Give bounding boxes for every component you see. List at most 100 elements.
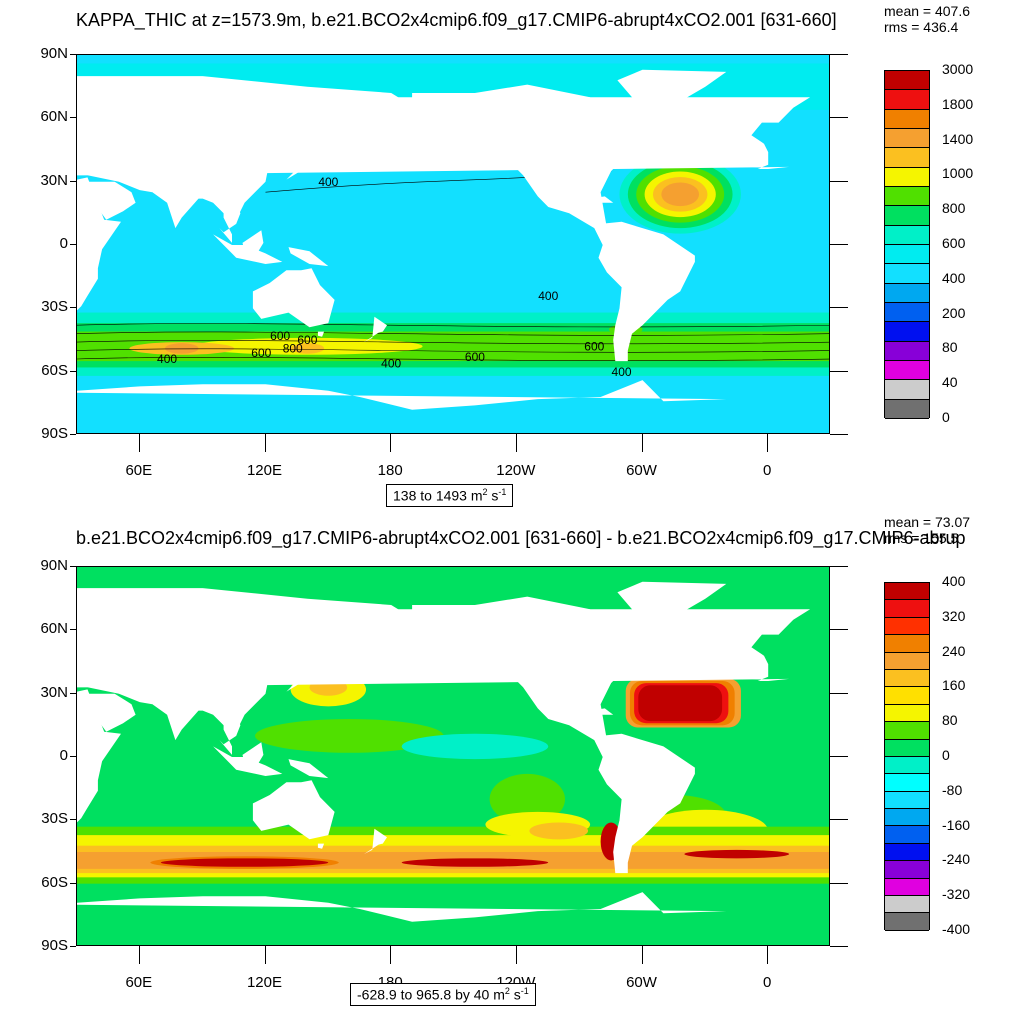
- top-colorbar-label-6: 600: [942, 235, 966, 251]
- top-lat-tick-1: [70, 54, 76, 55]
- bottom-colorbar-box-2: [885, 600, 929, 618]
- bottom-colorbar-box-17: [885, 861, 929, 879]
- land-cuba: [590, 708, 614, 715]
- land-new-guinea: [288, 759, 329, 779]
- top-lat-label-2: 60N: [40, 108, 68, 126]
- bottom-colorbar-label-11: -400: [942, 921, 971, 937]
- bottom-map: [76, 566, 830, 946]
- top-colorbar-label-11: 0: [942, 409, 950, 425]
- bottom-colorbar-box-4: [885, 635, 929, 653]
- bottom-lat-tick-6: [70, 882, 76, 884]
- top-contour-label-10: 600: [584, 340, 604, 354]
- bottom-colorbar-box-9: [885, 722, 929, 740]
- top-mean-stat: mean = 407.6: [884, 3, 971, 19]
- top-lat-label-3: 30N: [40, 171, 68, 189]
- top-colorbar-box-16: [885, 360, 929, 381]
- top-lat-tick-3: [70, 180, 76, 182]
- top-colorbar-box-11: [885, 264, 929, 284]
- top-colorbar-label-3: 1400: [942, 130, 974, 147]
- land-indonesia-b: [242, 230, 264, 254]
- bottom-unit-exp2: -1: [520, 986, 529, 996]
- bottom-colorbar-label-8: -160: [942, 816, 971, 833]
- top-colorbar-label-5: 800: [942, 200, 966, 217]
- top-contour-label-11: 400: [612, 365, 632, 379]
- land-arabia: [87, 693, 136, 732]
- top-contour-label-8: 400: [381, 356, 401, 370]
- bottom-patch-5: [489, 773, 566, 825]
- top-lat-tick-5: [70, 307, 76, 309]
- land-india: [152, 192, 203, 229]
- bottom-map-field: [77, 567, 829, 945]
- land-europe-west: [77, 97, 811, 176]
- top-lon-tick-2: [264, 434, 266, 452]
- bottom-panel: b.e21.BCO2x4cmip6.f09_g17.CMIP6-abrupt4x…: [0, 512, 1024, 1024]
- land-new-guinea: [288, 247, 329, 267]
- top-contour-line-3: [77, 340, 829, 345]
- bottom-lat-tick-right-3: [830, 692, 848, 694]
- top-lon-label-5: 60W: [626, 462, 657, 479]
- top-colorbar-label-9: 80: [942, 339, 958, 356]
- top-colorbar-label-7: 400: [942, 269, 966, 286]
- top-colorbar-box-9: [885, 225, 929, 245]
- bottom-mean-stat: mean = 73.07: [884, 514, 971, 530]
- bottom-lat-tick-right-5: [830, 819, 848, 821]
- top-lat-tick-right-6: [830, 370, 848, 372]
- top-colorbar-box-10: [885, 244, 929, 265]
- land-india: [152, 704, 203, 741]
- top-contour-label-7: 400: [157, 352, 177, 366]
- top-colorbar-box-3: [885, 109, 929, 129]
- top-lon-label-2: 120E: [246, 462, 283, 479]
- bottom-colorbar-box-14: [885, 809, 929, 827]
- land-new-zealand: [363, 316, 387, 343]
- top-lat-tick-right-5: [830, 307, 848, 309]
- top-lon-label-1: 60E: [125, 462, 153, 479]
- top-colorbar-label-4: 1000: [942, 165, 974, 182]
- land-cuba: [590, 196, 614, 203]
- bottom-lat-tick-4: [70, 756, 76, 757]
- land-europe-west: [77, 609, 811, 688]
- top-contour-label-6: 600: [251, 346, 271, 360]
- top-lat-label-1: 90N: [40, 45, 68, 62]
- bottom-lat-tick-right-2: [830, 629, 848, 631]
- bottom-patch-4: [401, 733, 549, 760]
- top-lon-tick-3: [390, 434, 392, 452]
- top-unit-exp1: 2: [482, 487, 488, 497]
- land-antarctica: [77, 380, 727, 433]
- top-lat-label-4: 0: [59, 235, 68, 252]
- top-contour-line-1: [77, 323, 829, 328]
- land-south-america: [594, 221, 695, 362]
- top-lat-tick-right-4: [830, 244, 848, 245]
- top-contour-label-5: 800: [283, 342, 303, 356]
- bottom-lat-tick-2: [70, 629, 76, 631]
- top-lon-label-4: 120W: [496, 462, 536, 479]
- top-contour-label-1: 400: [318, 175, 338, 189]
- bottom-lon-label-6: 0: [762, 974, 772, 991]
- bottom-colorbar-box-8: [885, 704, 929, 723]
- bottom-lat-label-7: 90S: [41, 937, 68, 954]
- land-africa: [77, 177, 121, 311]
- land-south-america: [594, 733, 695, 874]
- bottom-lat-label-3: 30N: [40, 683, 68, 701]
- bottom-colorbar-box-3: [885, 617, 929, 636]
- top-range-text: 138 to 1493 m: [393, 487, 483, 504]
- land-africa: [77, 689, 121, 823]
- bottom-lon-tick-3: [390, 946, 392, 964]
- top-contour-label-2: 400: [538, 289, 558, 303]
- bottom-colorbar-label-7: -80: [942, 781, 963, 798]
- top-hot-spot-2: [290, 343, 325, 354]
- bottom-lat-label-1: 90N: [40, 557, 68, 574]
- top-panel-title: KAPPA_THIC at z=1573.9m, b.e21.BCO2x4cmi…: [76, 10, 837, 30]
- land-indonesia-b: [242, 742, 264, 766]
- bottom-colorbar-box-15: [885, 826, 929, 844]
- bottom-colorbar-box-16: [885, 843, 929, 862]
- bottom-lat-label-6: 60S: [41, 873, 68, 891]
- top-colorbar-label-1: 3000: [942, 61, 974, 77]
- top-lat-tick-6: [70, 370, 76, 372]
- top-contour-label-3: 600: [270, 329, 290, 343]
- bottom-colorbar-box-18: [885, 878, 929, 897]
- bottom-lat-tick-right-7: [830, 946, 848, 947]
- bottom-lon-tick-1: [138, 946, 140, 964]
- top-colorbar-label-2: 1800: [942, 95, 974, 112]
- top-lat-label-6: 60S: [41, 361, 68, 379]
- top-lat-label-5: 30S: [41, 298, 68, 316]
